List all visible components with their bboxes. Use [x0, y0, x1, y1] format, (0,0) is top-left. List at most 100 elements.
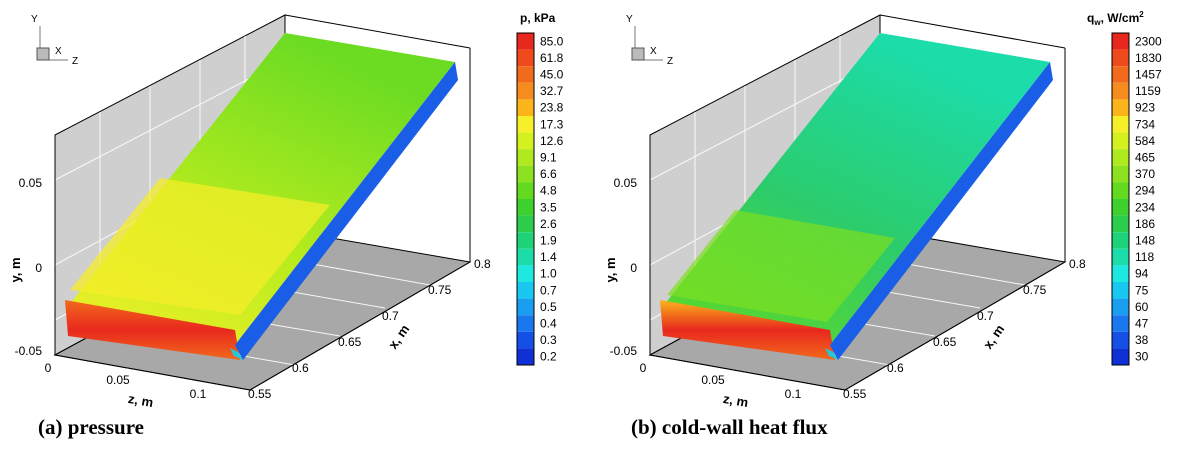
colorbar-label: 30: [1135, 350, 1149, 364]
colorbar-swatch: [517, 99, 534, 116]
colorbar-label: 17.3: [540, 117, 564, 131]
colorbar-label: 0.5: [540, 300, 557, 314]
y-tick: 0.05: [19, 176, 43, 190]
x-tick: 0.6: [887, 361, 904, 375]
panel-caption: (b) cold-wall heat flux: [631, 415, 828, 439]
colorbar-label: 465: [1135, 151, 1155, 165]
colorbar-label: 47: [1135, 317, 1149, 331]
colorbar-label: 0.3: [540, 333, 557, 347]
x-tick: 0.55: [843, 387, 867, 401]
colorbar-swatch: [1112, 232, 1129, 249]
svg-text:Y: Y: [31, 14, 38, 25]
legend-title: p, kPa: [520, 11, 556, 25]
panel-heat-flux: 0.05 0 -0.05 y, m 0 0.05 0.1 z, m 0.55 0…: [595, 0, 1189, 462]
colorbar-swatch: [1112, 265, 1129, 282]
svg-text:X: X: [650, 46, 657, 57]
colorbar-label: 148: [1135, 234, 1155, 248]
colorbar-label: 75: [1135, 283, 1149, 297]
orientation-triad: Y X Z: [626, 14, 673, 67]
colorbar-label: 60: [1135, 300, 1149, 314]
colorbar-label: 3.5: [540, 200, 557, 214]
x-tick: 0.65: [933, 335, 957, 349]
colorbar-swatch: [1112, 149, 1129, 166]
x-tick: 0.55: [248, 387, 272, 401]
svg-text:Y: Y: [626, 14, 633, 25]
y-axis-label: y, m: [603, 257, 618, 282]
colorbar-label: 118: [1135, 250, 1154, 264]
x-axis-label: x, m: [980, 322, 1007, 352]
y-axis-label: y, m: [8, 257, 23, 282]
colorbar-label: 85.0: [540, 34, 564, 48]
colorbar-label: 32.7: [540, 84, 564, 98]
colorbar-label: 234: [1135, 200, 1155, 214]
x-tick: 0.75: [1023, 283, 1047, 297]
colorbar-legend: 2300 1830 1457 1159 923 734 584 465 370 294 234 186…: [1111, 32, 1162, 366]
colorbar-label: 0.2: [540, 350, 557, 364]
colorbar-label: 1.4: [540, 250, 557, 264]
colorbar-swatch: [1112, 298, 1129, 316]
colorbar-swatch: [1112, 199, 1129, 216]
z-tick: 0: [640, 361, 647, 375]
colorbar-swatch: [1112, 66, 1129, 83]
leading-edge-band: [65, 300, 240, 360]
y-tick: 0: [630, 261, 637, 275]
colorbar-swatch: [517, 82, 534, 100]
colorbar-label: 6.6: [540, 167, 557, 181]
colorbar-label: 294: [1135, 184, 1155, 198]
colorbar-label: 1159: [1135, 84, 1161, 98]
colorbar-swatch: [517, 248, 534, 266]
colorbar-label: 1.9: [540, 234, 557, 248]
legend-title: qw, W/cm2: [1087, 10, 1144, 27]
x-tick: 0.7: [977, 309, 994, 323]
side-edge: [235, 62, 458, 360]
colorbar-swatch: [1112, 248, 1129, 266]
z-tick: 0.05: [106, 373, 130, 387]
y-tick: -0.05: [610, 344, 638, 358]
colorbar-label: 9.1: [540, 151, 557, 165]
x-axis-label: x, m: [385, 322, 412, 352]
colorbar-label: 38: [1135, 333, 1149, 347]
colorbar-legend: 85.0 61.8 45.0 32.7 23.8 17.3 12.6 9.1 6.6 4.8 3.5…: [516, 32, 564, 366]
colorbar-swatch: [517, 282, 534, 299]
colorbar-swatch: [517, 232, 534, 249]
colorbar-label: 1830: [1135, 51, 1162, 65]
colorbar-swatch: [517, 149, 534, 166]
colorbar-label: 23.8: [540, 101, 564, 115]
colorbar-swatch: [517, 182, 534, 199]
x-tick: 0.7: [382, 309, 399, 323]
contour-region: [70, 178, 330, 315]
colorbar-swatch: [517, 116, 534, 133]
colorbar-swatch: [517, 132, 534, 150]
x-tick: 0.8: [1069, 257, 1086, 271]
colorbar-swatch: [517, 348, 534, 365]
colorbar-swatch: [1112, 99, 1129, 116]
colorbar-swatch: [517, 66, 534, 83]
svg-text:Z: Z: [667, 56, 673, 67]
x-tick: 0.65: [338, 335, 362, 349]
colorbar-swatch: [517, 49, 534, 67]
colorbar-swatch: [1112, 49, 1129, 67]
colorbar-label: 370: [1135, 167, 1155, 181]
z-tick: 0: [45, 361, 52, 375]
colorbar-swatch: [1112, 116, 1129, 133]
colorbar-label: 0.7: [540, 283, 557, 297]
colorbar-swatch: [1112, 165, 1129, 183]
pressure-plot: 0.05 0 -0.05 y, m 0 0.05 0.1 z, m 0.55 0…: [8, 11, 564, 410]
colorbar-swatch: [1112, 82, 1129, 100]
colorbar-swatch: [1112, 315, 1129, 332]
colorbar-swatch: [517, 315, 534, 332]
colorbar-swatch: [517, 165, 534, 183]
colorbar-swatch: [517, 265, 534, 282]
colorbar-label: 12.6: [540, 134, 564, 148]
colorbar-label: 1457: [1135, 68, 1162, 82]
x-tick: 0.8: [474, 257, 491, 271]
contour-region: [667, 210, 895, 322]
svg-text:Z: Z: [72, 56, 78, 67]
z-tick: 0.1: [190, 387, 207, 401]
side-edge: [830, 62, 1053, 360]
colorbar-swatch: [517, 215, 534, 233]
colorbar-swatch: [1112, 182, 1129, 199]
colorbar-label: 1.0: [540, 267, 557, 281]
colorbar-label: 0.4: [540, 317, 557, 331]
colorbar-label: 2.6: [540, 217, 557, 231]
